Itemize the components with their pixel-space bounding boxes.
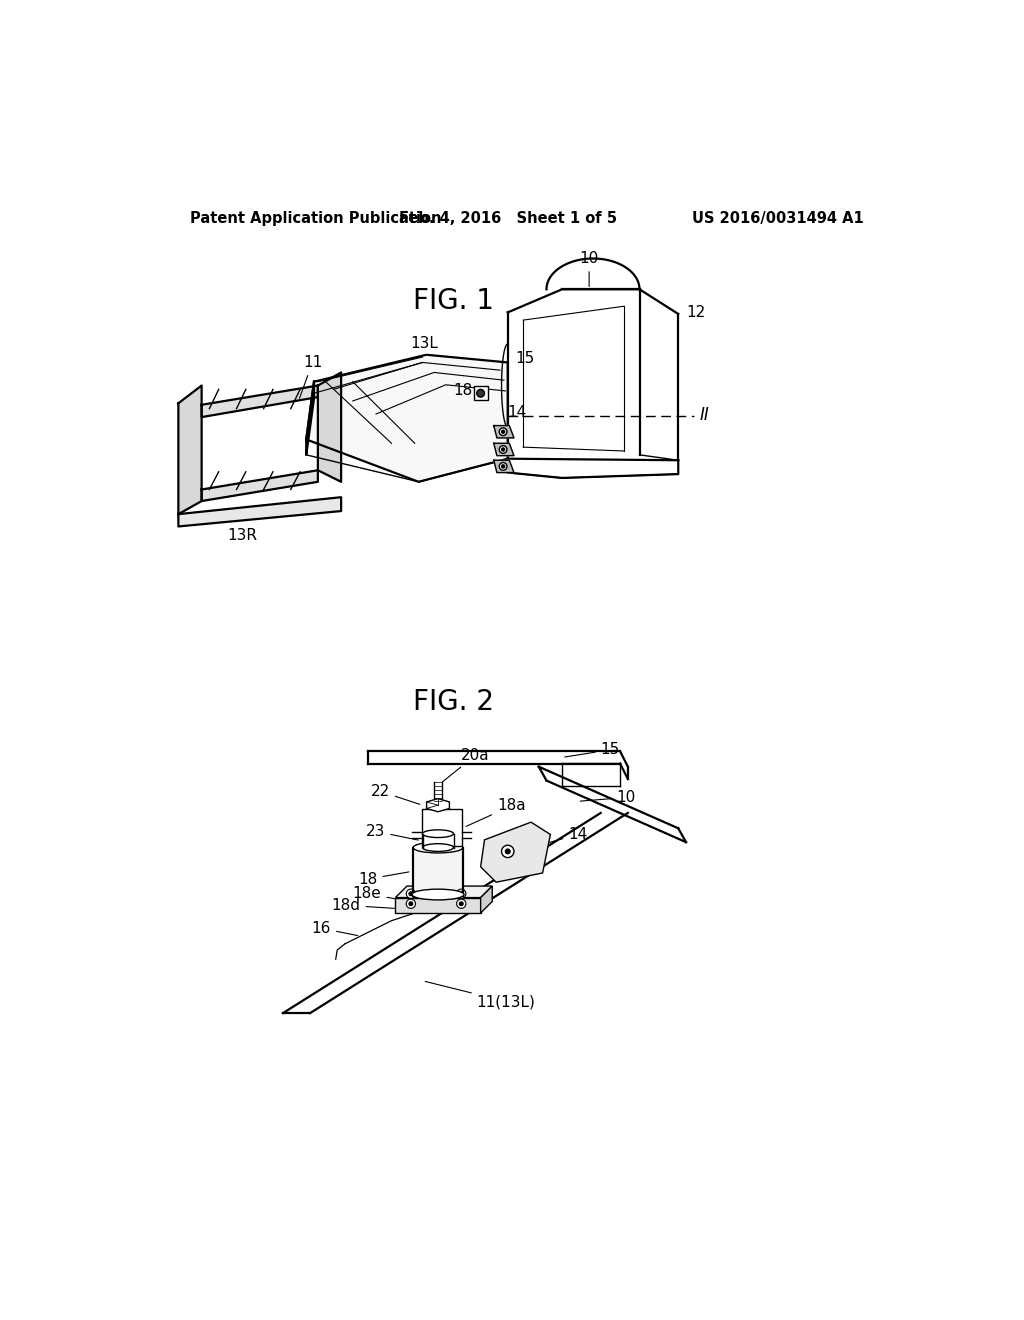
- Circle shape: [407, 890, 416, 899]
- Text: 12: 12: [686, 305, 706, 319]
- Text: 22: 22: [371, 784, 420, 804]
- Circle shape: [502, 845, 514, 858]
- Circle shape: [500, 462, 507, 470]
- Circle shape: [506, 849, 510, 854]
- Polygon shape: [178, 385, 202, 515]
- Text: 10: 10: [581, 789, 636, 805]
- Text: 20a: 20a: [442, 747, 489, 781]
- Text: 18e: 18e: [352, 886, 416, 903]
- Circle shape: [500, 428, 507, 436]
- Text: US 2016/0031494 A1: US 2016/0031494 A1: [692, 211, 864, 226]
- Ellipse shape: [423, 830, 454, 838]
- Polygon shape: [494, 425, 514, 438]
- Text: 18: 18: [358, 871, 409, 887]
- Polygon shape: [494, 461, 514, 473]
- Circle shape: [457, 899, 466, 908]
- Text: 14: 14: [508, 405, 527, 420]
- Circle shape: [502, 465, 505, 469]
- Circle shape: [460, 892, 463, 896]
- Polygon shape: [306, 355, 508, 482]
- Text: 11: 11: [299, 355, 323, 399]
- Text: 16: 16: [311, 921, 357, 936]
- Bar: [414, 847, 463, 896]
- Circle shape: [409, 902, 413, 906]
- Text: Feb. 4, 2016   Sheet 1 of 5: Feb. 4, 2016 Sheet 1 of 5: [398, 211, 616, 226]
- Polygon shape: [202, 385, 317, 417]
- Ellipse shape: [412, 890, 464, 900]
- Text: FIG. 2: FIG. 2: [413, 688, 494, 717]
- Text: 14: 14: [534, 826, 588, 847]
- Text: 18a: 18a: [466, 799, 525, 826]
- Text: 11(13L): 11(13L): [425, 982, 536, 1008]
- Text: 13R: 13R: [227, 528, 258, 544]
- Ellipse shape: [423, 843, 454, 851]
- Polygon shape: [395, 898, 480, 913]
- Text: 15: 15: [515, 351, 535, 366]
- Polygon shape: [494, 444, 514, 455]
- Bar: [474, 387, 487, 400]
- Polygon shape: [178, 498, 341, 527]
- Circle shape: [457, 890, 466, 899]
- Text: FIG. 1: FIG. 1: [413, 286, 494, 314]
- Polygon shape: [480, 886, 493, 913]
- Circle shape: [409, 892, 413, 896]
- Text: 18: 18: [453, 383, 472, 399]
- Text: 10: 10: [580, 251, 599, 286]
- Polygon shape: [202, 470, 317, 502]
- Circle shape: [407, 899, 416, 908]
- Text: Patent Application Publication: Patent Application Publication: [190, 211, 441, 226]
- Text: 23: 23: [366, 824, 418, 840]
- Circle shape: [477, 389, 484, 397]
- Circle shape: [502, 447, 505, 451]
- Polygon shape: [395, 886, 493, 898]
- Text: II: II: [699, 405, 709, 424]
- Polygon shape: [480, 822, 550, 882]
- Circle shape: [500, 446, 507, 453]
- Polygon shape: [306, 381, 314, 455]
- Polygon shape: [427, 799, 450, 812]
- Text: 13L: 13L: [411, 335, 438, 351]
- Circle shape: [460, 902, 463, 906]
- Bar: [422, 809, 462, 846]
- Circle shape: [502, 430, 505, 433]
- Text: 18d: 18d: [332, 898, 404, 913]
- Text: 15: 15: [565, 742, 620, 758]
- Polygon shape: [317, 372, 341, 482]
- Ellipse shape: [414, 842, 463, 853]
